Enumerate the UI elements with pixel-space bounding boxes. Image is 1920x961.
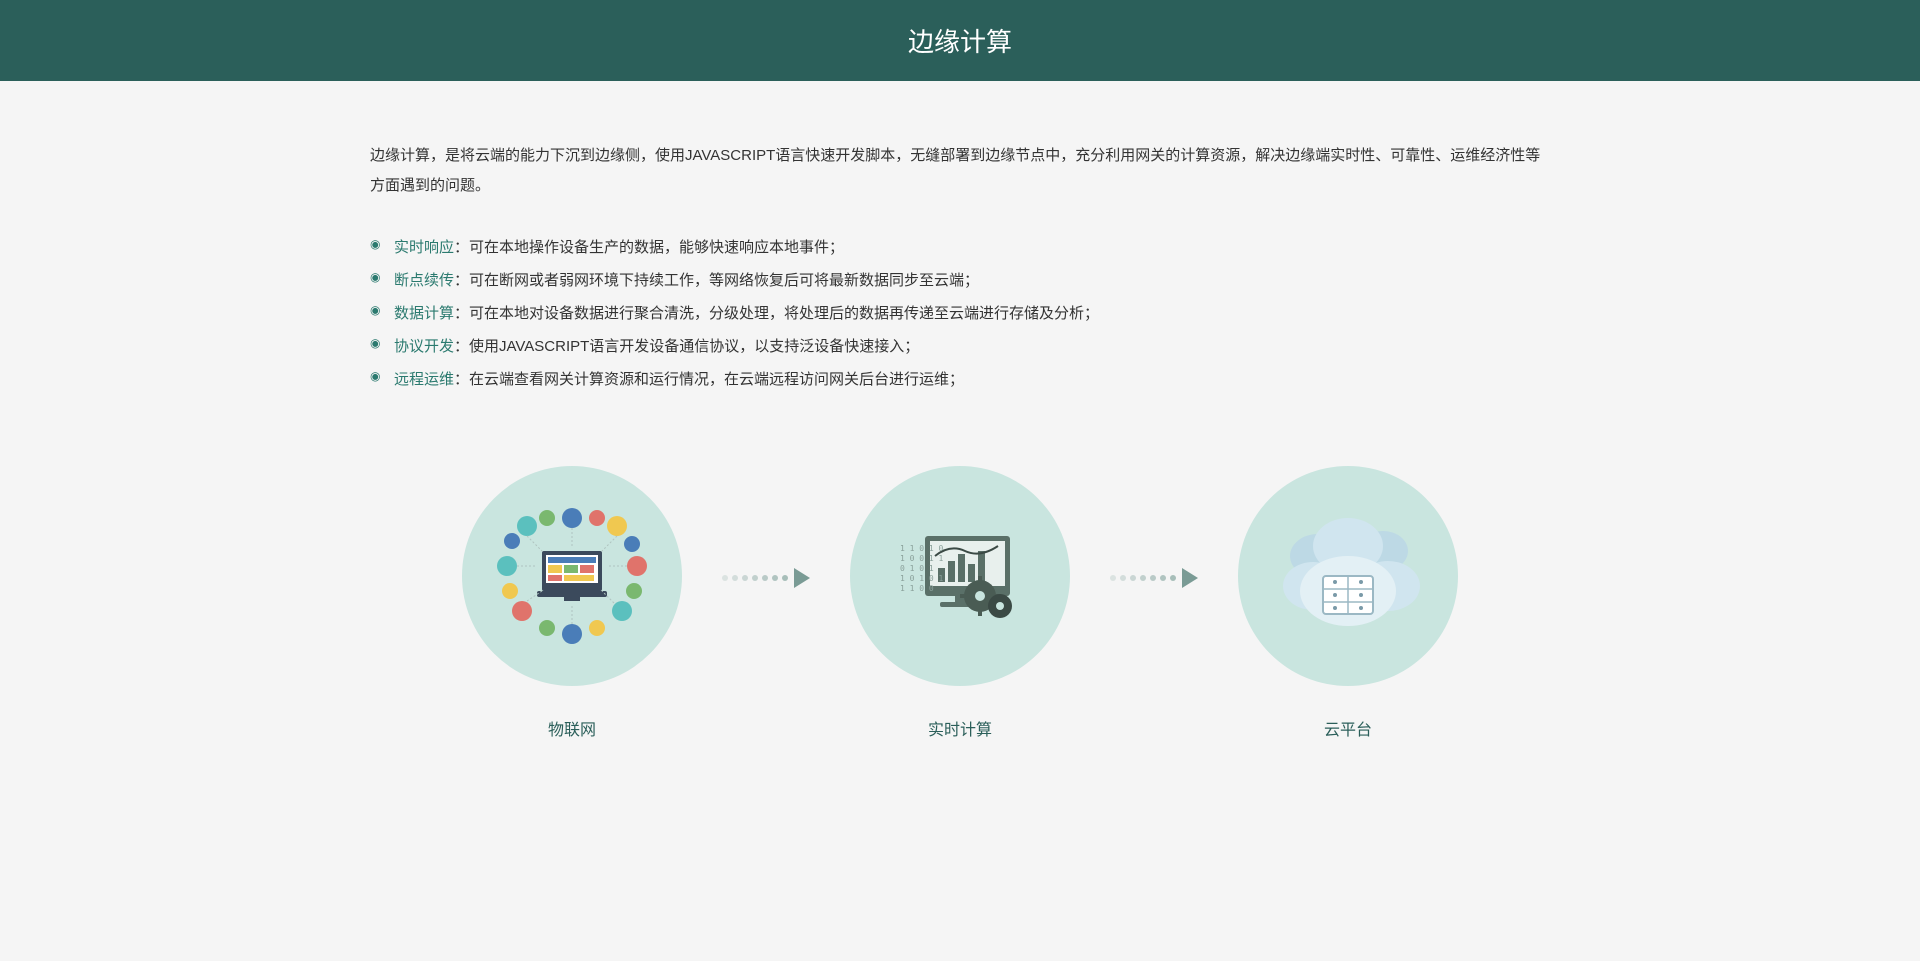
feature-item: 数据计算：可在本地对设备数据进行聚合清洗，分级处理，将处理后的数据再传递至云端进… — [370, 297, 1550, 330]
realtime-label: 实时计算 — [928, 716, 992, 740]
feature-list: 实时响应：可在本地操作设备生产的数据，能够快速响应本地事件； 断点续传：可在断网… — [370, 231, 1550, 396]
content-area: 边缘计算，是将云端的能力下沉到边缘侧，使用JAVASCRIPT语言快速开发脚本，… — [370, 81, 1550, 780]
svg-text:1 0 0 1 1: 1 0 0 1 1 — [900, 554, 944, 563]
feature-title: 数据计算 — [394, 305, 454, 322]
feature-item: 断点续传：可在断网或者弱网环境下持续工作，等网络恢复后可将最新数据同步至云端； — [370, 264, 1550, 297]
feature-title: 断点续传 — [394, 272, 454, 289]
iot-icon — [492, 496, 652, 656]
feature-item: 协议开发：使用JAVASCRIPT语言开发设备通信协议，以支持泛设备快速接入； — [370, 330, 1550, 363]
feature-desc: ：可在本地操作设备生产的数据，能够快速响应本地事件； — [454, 239, 844, 256]
cloud-icon — [1263, 496, 1433, 656]
diagram-node-iot: 物联网 — [462, 466, 682, 740]
page-title: 边缘计算 — [908, 27, 1012, 57]
feature-title: 实时响应 — [394, 239, 454, 256]
feature-title: 远程运维 — [394, 371, 454, 388]
intro-text: 边缘计算，是将云端的能力下沉到边缘侧，使用JAVASCRIPT语言快速开发脚本，… — [370, 141, 1550, 201]
svg-text:1 1 0 0: 1 1 0 0 — [900, 584, 934, 593]
feature-title: 协议开发 — [394, 338, 454, 355]
page-header: 边缘计算 — [0, 0, 1920, 81]
svg-text:1 1 0 1 0: 1 1 0 1 0 — [900, 544, 944, 553]
iot-label: 物联网 — [548, 716, 596, 740]
diagram-node-realtime: 1 1 0 1 0 1 0 0 1 1 0 1 0 1 1 0 1 0 1 1 … — [850, 466, 1070, 740]
svg-text:0 1 0 1: 0 1 0 1 — [900, 564, 934, 573]
svg-text:1 0 1 0 1: 1 0 1 0 1 — [900, 574, 944, 583]
feature-desc: ：在云端查看网关计算资源和运行情况，在云端远程访问网关后台进行运维； — [454, 371, 964, 388]
arrow-icon — [722, 568, 810, 588]
cloud-label: 云平台 — [1324, 716, 1372, 740]
iot-circle — [462, 466, 682, 686]
realtime-circle: 1 1 0 1 0 1 0 0 1 1 0 1 0 1 1 0 1 0 1 1 … — [850, 466, 1070, 686]
feature-desc: ：可在本地对设备数据进行聚合清洗，分级处理，将处理后的数据再传递至云端进行存储及… — [454, 305, 1099, 322]
feature-item: 远程运维：在云端查看网关计算资源和运行情况，在云端远程访问网关后台进行运维； — [370, 363, 1550, 396]
arrow-icon — [1110, 568, 1198, 588]
feature-desc: ：使用JAVASCRIPT语言开发设备通信协议，以支持泛设备快速接入； — [454, 338, 919, 355]
diagram-node-cloud: 云平台 — [1238, 466, 1458, 740]
feature-desc: ：可在断网或者弱网环境下持续工作，等网络恢复后可将最新数据同步至云端； — [454, 272, 979, 289]
realtime-icon: 1 1 0 1 0 1 0 0 1 1 0 1 0 1 1 0 1 0 1 1 … — [880, 496, 1040, 656]
feature-item: 实时响应：可在本地操作设备生产的数据，能够快速响应本地事件； — [370, 231, 1550, 264]
cloud-circle — [1238, 466, 1458, 686]
diagram: 物联网 — [370, 466, 1550, 740]
